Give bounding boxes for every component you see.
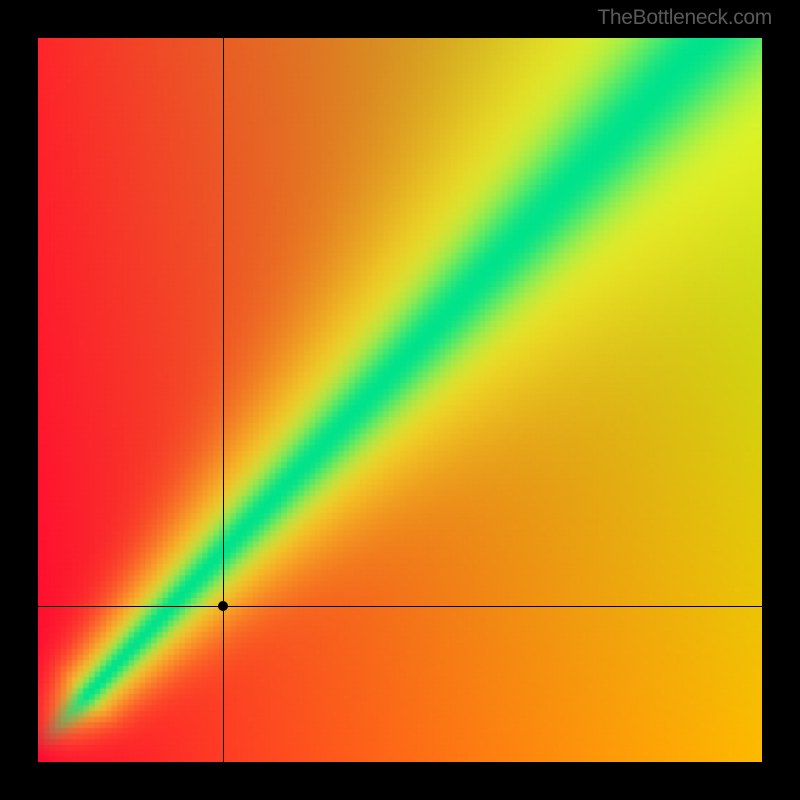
attribution-text: TheBottleneck.com [597,6,772,30]
crosshair-vertical [223,38,224,762]
crosshair-horizontal [38,606,762,607]
heatmap-canvas [38,38,762,762]
heatmap-plot [38,38,762,762]
marker-dot [218,601,228,611]
